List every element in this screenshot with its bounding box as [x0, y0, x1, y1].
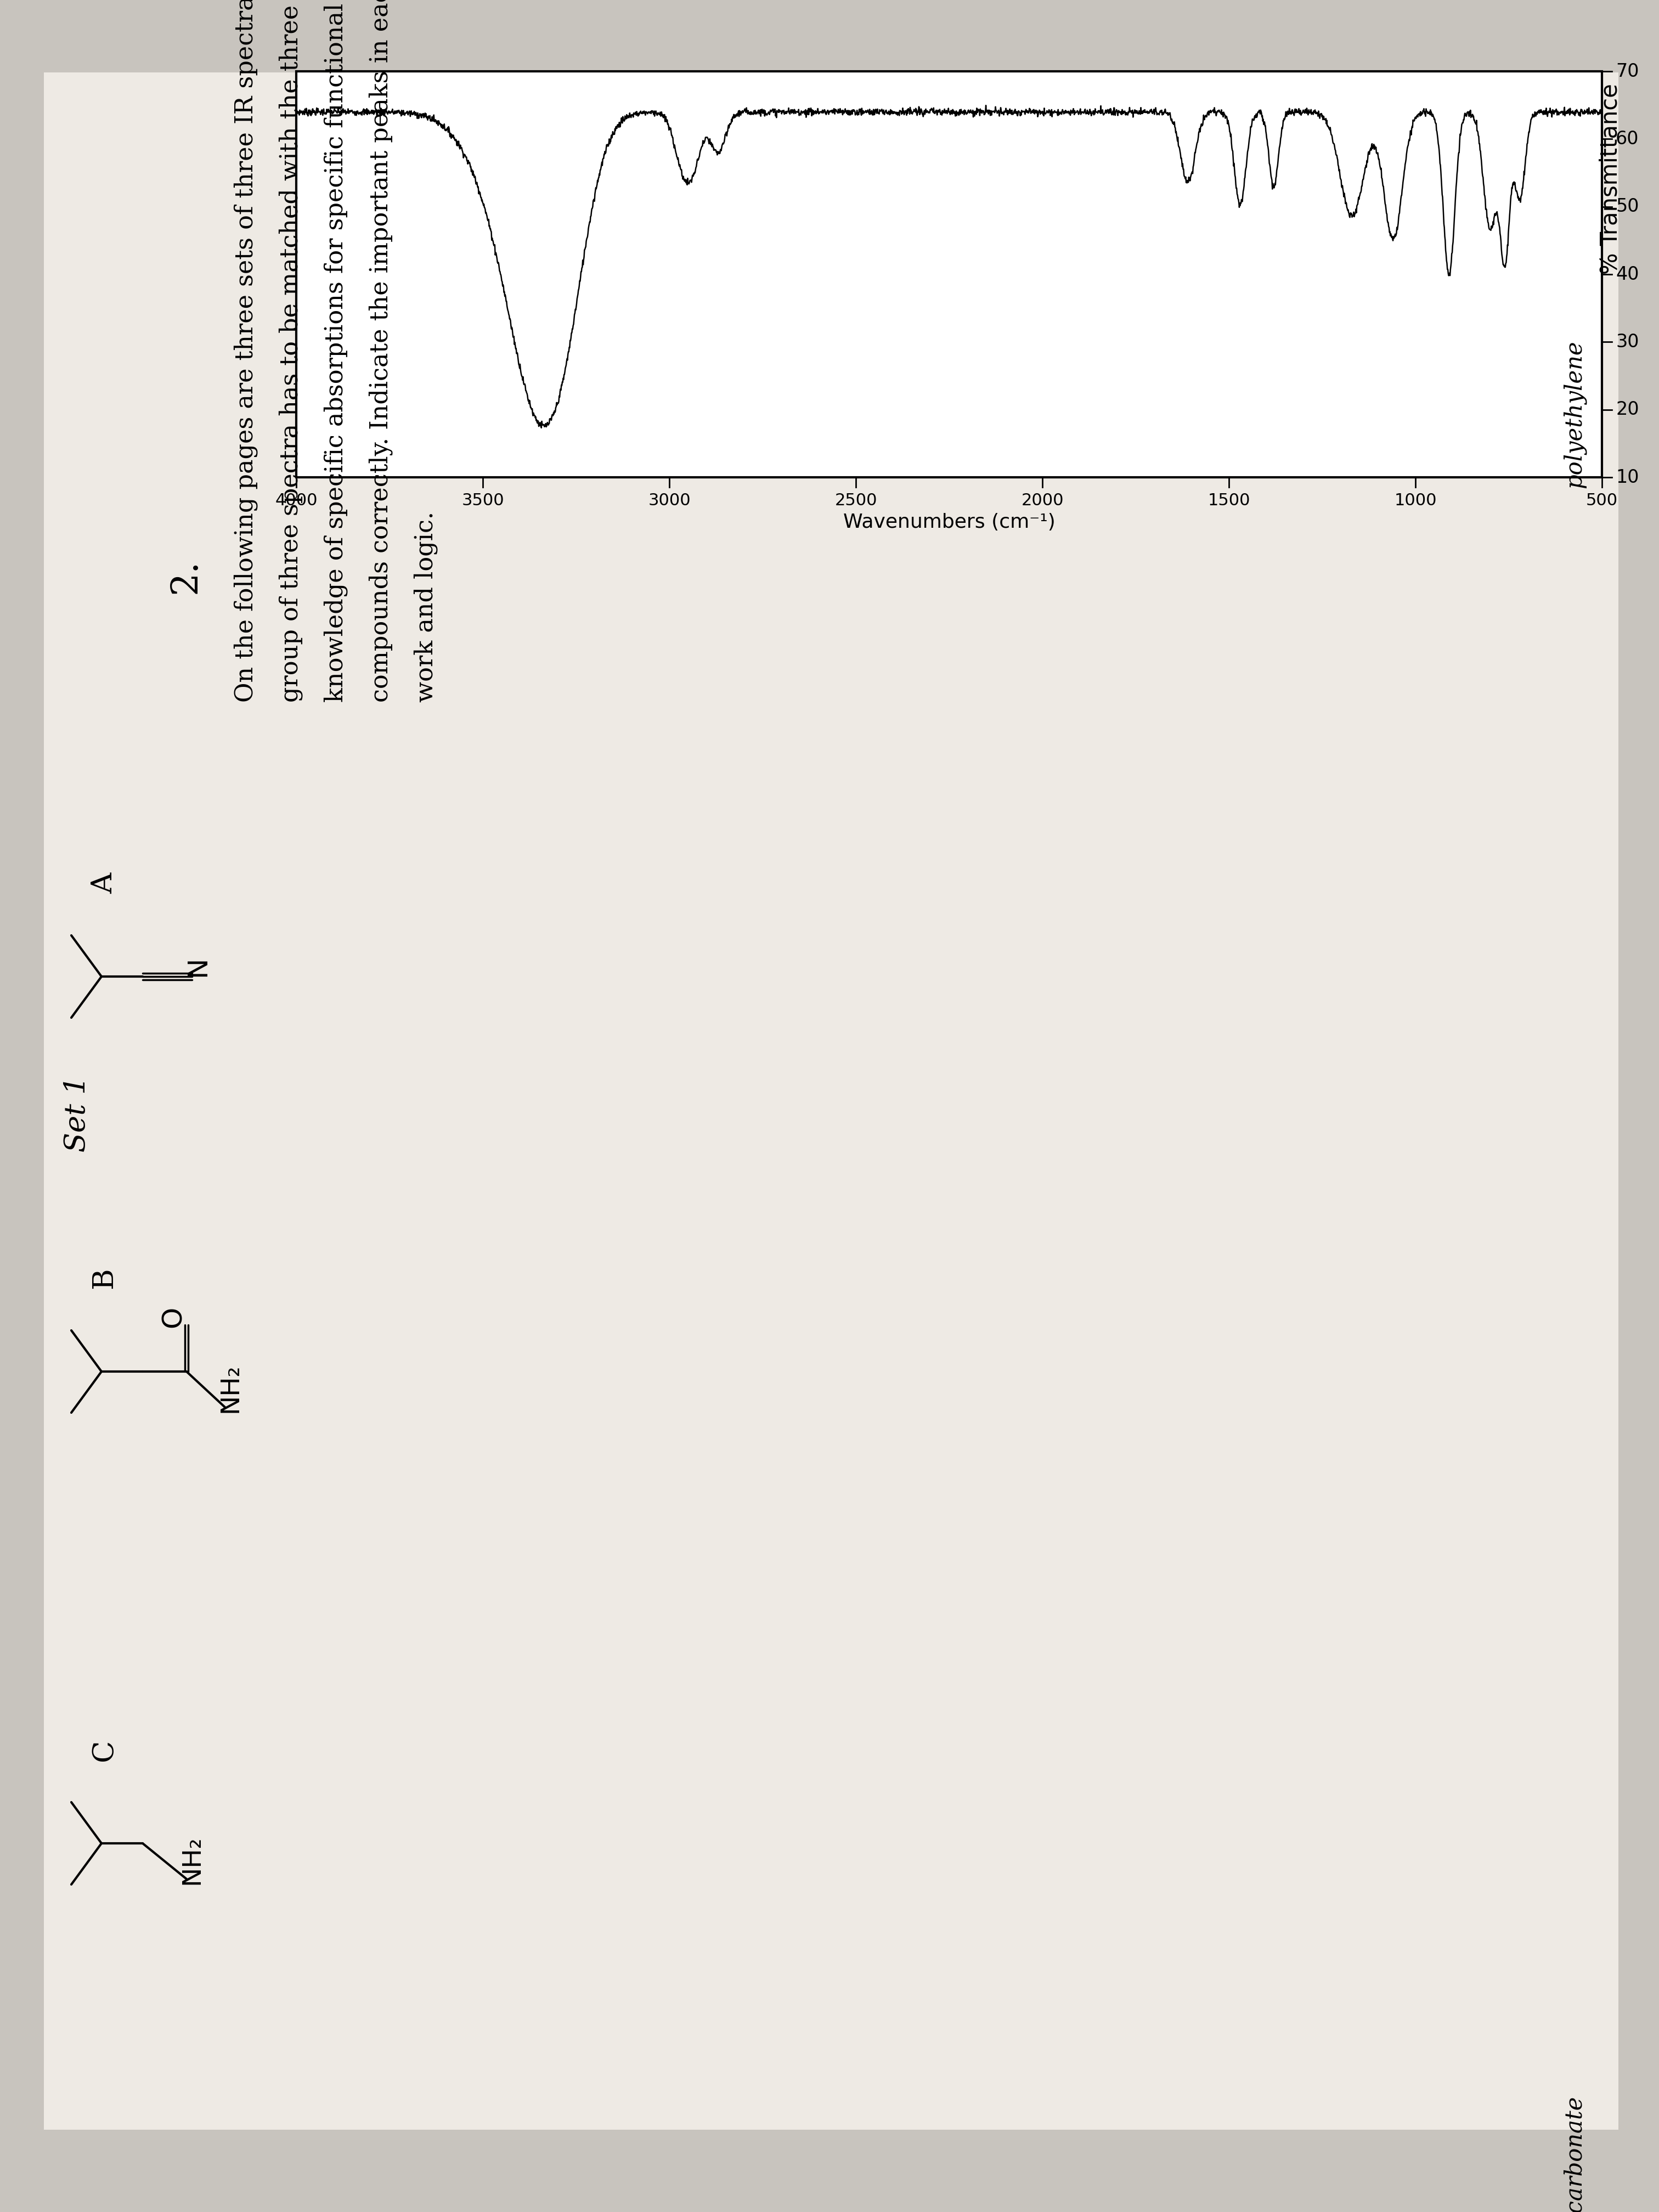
Text: 2.: 2. — [168, 560, 202, 593]
Text: 70: 70 — [1616, 62, 1639, 80]
Text: 1500: 1500 — [1208, 493, 1251, 509]
Bar — [297, 71, 1603, 478]
Text: compounds correctly. Indicate the important peaks in each spectrum, and show you: compounds correctly. Indicate the import… — [368, 0, 393, 701]
Text: C: C — [90, 1739, 118, 1761]
Text: polyethylene: polyethylene — [1563, 341, 1586, 489]
Text: B: B — [90, 1267, 118, 1290]
Text: 3000: 3000 — [649, 493, 690, 509]
Text: group of three spectra has to be matched with the three structures. Rely on your: group of three spectra has to be matched… — [279, 0, 304, 701]
Text: NH₂: NH₂ — [179, 1836, 204, 1885]
Text: On the following pages are three sets of three IR spectra. For the problem set, : On the following pages are three sets of… — [234, 0, 257, 701]
Text: % Transmittance: % Transmittance — [1599, 84, 1623, 274]
Text: Set 1: Set 1 — [63, 1075, 91, 1152]
Text: 60: 60 — [1616, 131, 1639, 148]
Text: 20: 20 — [1616, 400, 1639, 418]
Text: 30: 30 — [1616, 334, 1639, 352]
Text: 3500: 3500 — [461, 493, 504, 509]
Text: polycarbonate: polycarbonate — [1563, 2095, 1586, 2212]
Text: 2000: 2000 — [1020, 493, 1063, 509]
Text: 1000: 1000 — [1394, 493, 1437, 509]
Text: work and logic.: work and logic. — [413, 511, 438, 701]
Text: 40: 40 — [1616, 265, 1639, 283]
Text: NH₂: NH₂ — [217, 1363, 242, 1413]
Text: 500: 500 — [1586, 493, 1618, 509]
Text: 10: 10 — [1616, 469, 1639, 487]
Text: Wavenumbers (cm⁻¹): Wavenumbers (cm⁻¹) — [843, 513, 1055, 531]
Text: 50: 50 — [1616, 197, 1639, 217]
Text: A: A — [90, 874, 118, 894]
Text: 4000: 4000 — [275, 493, 317, 509]
Text: knowledge of specific absorptions for specific functional groups to identify the: knowledge of specific absorptions for sp… — [324, 0, 348, 701]
Text: O: O — [161, 1305, 186, 1327]
Text: 2500: 2500 — [834, 493, 878, 509]
Text: N: N — [184, 956, 211, 975]
